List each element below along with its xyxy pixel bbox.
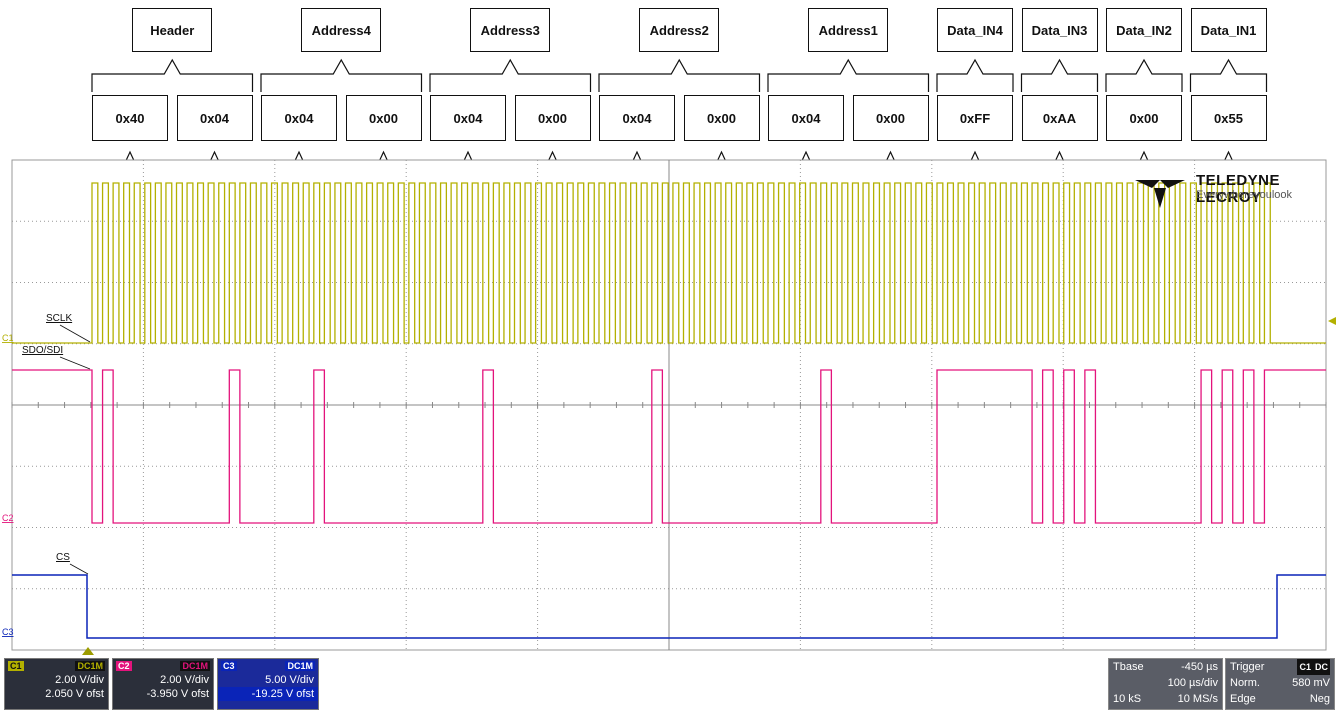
- byte-box: 0x55: [1190, 95, 1267, 141]
- byte-box: 0x00: [683, 95, 760, 141]
- group-box: Data_IN2: [1106, 8, 1182, 52]
- timebase-label: Tbase: [1113, 661, 1144, 673]
- group-brace: [767, 58, 930, 92]
- group-box: Data_IN3: [1021, 8, 1098, 52]
- group-brace: [598, 58, 761, 92]
- byte-box: 0xFF: [937, 95, 1013, 141]
- byte-box: 0x00: [1106, 95, 1182, 141]
- byte-box: 0xAA: [1021, 95, 1098, 141]
- c3-vdiv: 5.00 V/div: [265, 674, 314, 686]
- sdo-label-leader: [59, 356, 91, 370]
- byte-box: 0x04: [599, 95, 675, 141]
- trigger-coupling: DC: [1313, 659, 1330, 675]
- c2-marker: C2: [2, 513, 14, 523]
- group-box: Data_IN4: [937, 8, 1013, 52]
- oscilloscope-screen: SCLK SDO/SDI CS C1 C2 C3: [2, 159, 1336, 655]
- channel-c1-panel[interactable]: C1 DC1M 2.00 V/div 2.050 V ofst: [4, 658, 109, 710]
- group-brace: [91, 58, 254, 92]
- trigger-position-marker: [82, 647, 94, 655]
- sclk-trace: [12, 182, 1326, 344]
- timebase-delay: -450 µs: [1181, 661, 1218, 673]
- c1-coupling: DC1M: [75, 661, 105, 671]
- timebase-rate: 10 MS/s: [1177, 693, 1218, 705]
- teledyne-lecroy-logo: TELEDYNE LECROY Everywhereyoulook: [1130, 170, 1330, 210]
- c2-offset: -3.950 V ofst: [146, 688, 209, 700]
- sclk-label: SCLK: [46, 313, 72, 324]
- logo-tagline: Everywhereyoulook: [1196, 189, 1292, 201]
- trigger-source: C1: [1297, 659, 1313, 675]
- c2-coupling: DC1M: [180, 661, 210, 671]
- byte-box: 0x04: [261, 95, 337, 141]
- cs-label-leader: [69, 563, 89, 575]
- sdo-label: SDO/SDI: [22, 345, 63, 356]
- c2-name: C2: [116, 661, 132, 671]
- group-box: Address2: [639, 8, 720, 52]
- sclk-label-leader: [59, 324, 91, 343]
- teledyne-logo-icon: [1135, 180, 1185, 208]
- c1-vdiv: 2.00 V/div: [55, 674, 104, 686]
- channel-c3-panel[interactable]: C3 DC1M 5.00 V/div -19.25 V ofst: [217, 658, 319, 710]
- c2-vdiv: 2.00 V/div: [160, 674, 209, 686]
- cs-label: CS: [56, 552, 70, 563]
- logo-brand: TELEDYNE LECROY: [1196, 172, 1281, 206]
- group-box: Address4: [301, 8, 382, 52]
- channel-c2-panel[interactable]: C2 DC1M 2.00 V/div -3.950 V ofst: [112, 658, 214, 710]
- trigger-mode: Norm.: [1230, 677, 1260, 689]
- trigger-level-marker: [1328, 317, 1336, 325]
- byte-box: 0x00: [852, 95, 929, 141]
- byte-box: 0x04: [768, 95, 844, 141]
- c3-offset: -19.25 V ofst: [218, 687, 318, 701]
- trigger-panel[interactable]: Trigger C1 DC Norm. 580 mV Edge Neg: [1225, 658, 1335, 710]
- group-brace: [1020, 58, 1099, 92]
- byte-box: 0x04: [430, 95, 506, 141]
- byte-box: 0x00: [514, 95, 591, 141]
- timebase-panel[interactable]: Tbase -450 µs 100 µs/div 10 kS 10 MS/s: [1108, 658, 1223, 710]
- c3-marker: C3: [2, 627, 14, 637]
- cs-trace: [12, 574, 1326, 639]
- group-brace: [260, 58, 423, 92]
- group-brace: [429, 58, 592, 92]
- c1-offset: 2.050 V ofst: [45, 688, 104, 700]
- trigger-level: 580 mV: [1292, 677, 1330, 689]
- timebase-samples: 10 kS: [1113, 693, 1142, 705]
- sdo-trace: [12, 369, 1326, 524]
- timebase-tdiv: 100 µs/div: [1167, 677, 1218, 689]
- c1-marker: C1: [2, 333, 14, 343]
- group-brace: [1189, 58, 1268, 92]
- group-box: Header: [132, 8, 213, 52]
- group-box: Address3: [470, 8, 551, 52]
- byte-box: 0x00: [345, 95, 422, 141]
- trigger-slope: Neg: [1309, 693, 1330, 705]
- group-box: Address1: [808, 8, 889, 52]
- group-brace: [936, 58, 1014, 92]
- group-box: Data_IN1: [1190, 8, 1267, 52]
- c3-name: C3: [221, 661, 237, 671]
- trigger-label: Trigger: [1230, 661, 1265, 673]
- trigger-type: Edge: [1230, 693, 1256, 705]
- group-brace: [1105, 58, 1183, 92]
- c3-coupling: DC1M: [285, 661, 315, 671]
- byte-box: 0x40: [92, 95, 168, 141]
- byte-box: 0x04: [176, 95, 253, 141]
- c1-name: C1: [8, 661, 24, 671]
